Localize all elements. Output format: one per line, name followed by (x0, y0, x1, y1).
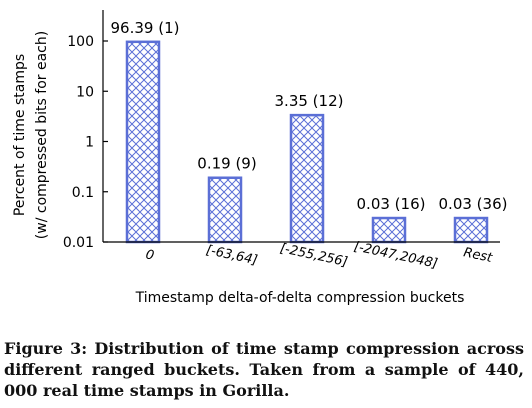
bar-chart: 100 10 1 0.1 0.01 96.39 (1) 0.19 (9) 3.35 (12)… (12, 10, 508, 306)
y-axis-label-line1: Percent of time stamps (12, 54, 28, 216)
bar (207, 176, 243, 244)
y-tick-label: 0.01 (63, 235, 94, 251)
bar-value-label: 96.39 (1) (111, 19, 180, 37)
bar-value-label: 0.03 (16) (357, 195, 426, 213)
y-tick-label: 1 (85, 135, 94, 151)
x-tick-label: [-63,64] (205, 243, 259, 268)
bar (453, 216, 489, 244)
x-tick-label: [-2047,2048] (353, 239, 439, 271)
y-axis-label-line2: (w/ compressed bits for each) (34, 31, 50, 239)
figure-caption: Figure 3: Distribution of time stamp com… (4, 339, 524, 400)
x-axis-label: Timestamp delta-of-delta compression buc… (135, 290, 465, 306)
x-tick-label: 0 (144, 247, 155, 263)
x-tick-label: Rest (462, 245, 494, 266)
bar (371, 216, 407, 244)
y-tick-label: 100 (67, 34, 94, 50)
bar-value-label: 3.35 (12) (275, 92, 344, 110)
bar (289, 113, 325, 244)
bar-value-label: 0.03 (36) (439, 195, 508, 213)
bar (125, 40, 161, 244)
bar-value-label: 0.19 (9) (197, 155, 256, 173)
x-tick-label: [-255,256] (279, 241, 349, 270)
y-tick-label: 10 (76, 84, 94, 100)
y-tick-label: 0.1 (72, 185, 94, 201)
